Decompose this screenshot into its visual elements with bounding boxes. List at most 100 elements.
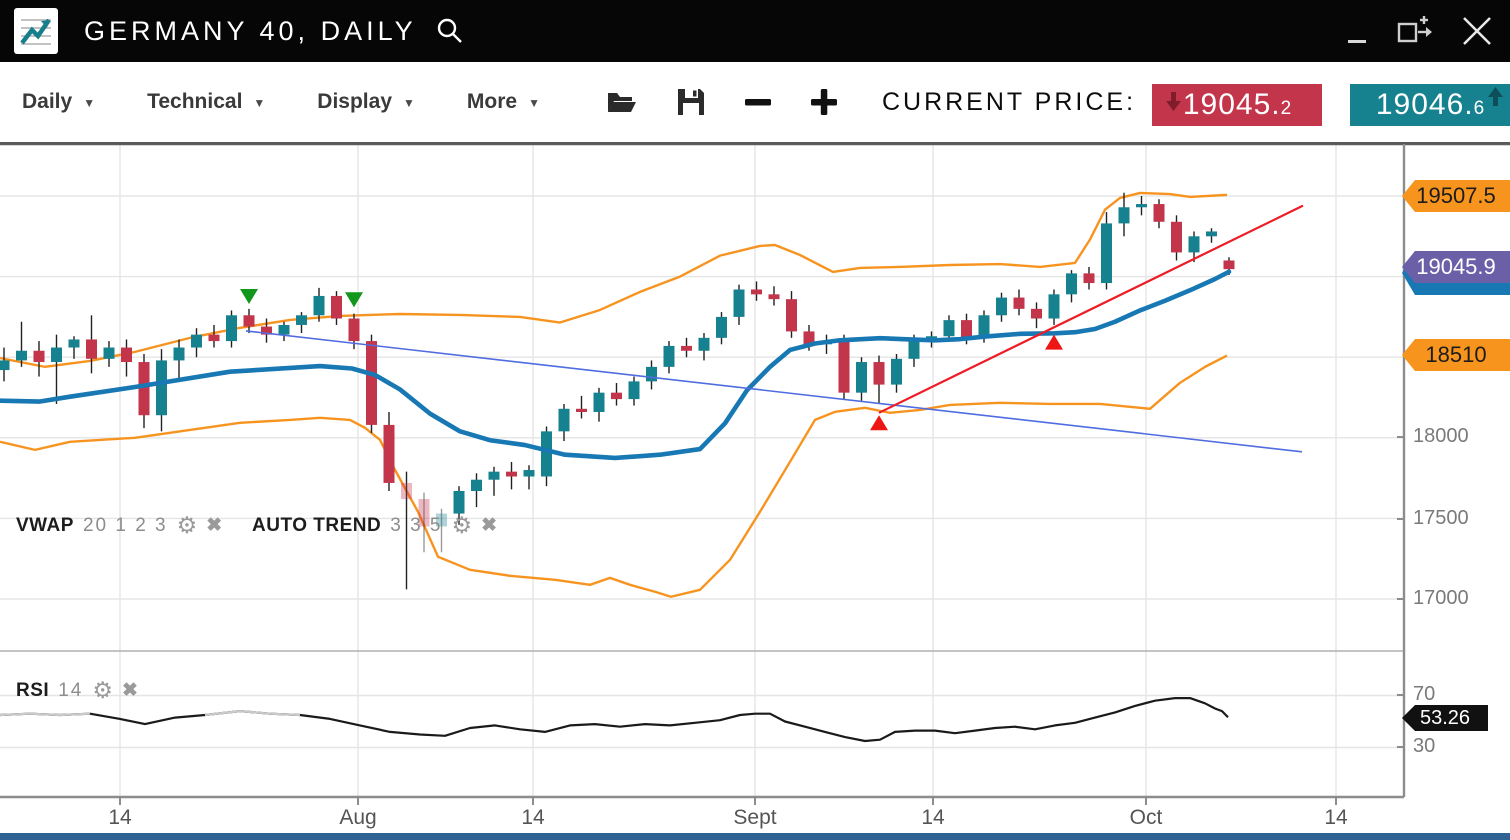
trendline-downtrend [245,330,1303,453]
candle-body [838,341,850,393]
close-icon[interactable]: ✖ [206,515,223,536]
trendline-uptrend [878,204,1304,414]
bollinger-upper-band [0,191,1228,369]
candle-body [1048,294,1060,319]
sell-price-fraction: 2 [1280,98,1292,119]
menu-technical-label: Technical [147,90,243,113]
candle-body [663,345,675,367]
bollinger-lower-band [0,354,1228,598]
menu-more[interactable]: More ▼ [467,90,540,114]
sell-price: 19045. [1182,88,1281,121]
candle-body [103,347,115,359]
gear-icon[interactable]: ⚙ [92,677,113,703]
vwap-params: 20 1 2 3 [82,514,168,536]
candle-body [1031,308,1042,319]
price-axis-label: 17500 [1413,507,1469,529]
candle-body [646,366,657,382]
trend-marker-down [345,292,363,308]
price-axis-label: 17000 [1413,587,1469,609]
gear-icon[interactable]: ⚙ [176,512,198,538]
candle-body [488,471,500,480]
candle-body [873,362,885,385]
candle-body [1136,204,1147,208]
candle-body [1101,223,1112,284]
x-axis-label: 14 [1324,806,1348,829]
candle-body [1013,297,1025,309]
indicator-label-autotrend: AUTO TREND 3 3 5 ⚙ ✖ [252,514,497,537]
candle-body [173,347,185,361]
rsi-axis-label: 70 [1413,683,1436,705]
vwap-name: VWAP [16,514,74,536]
x-axis-label: Oct [1129,806,1163,829]
candle-body [1206,231,1217,237]
menu-daily-label: Daily [22,90,73,113]
gear-icon[interactable]: ⚙ [451,512,473,538]
candle-body [768,294,780,300]
zoom-in-icon[interactable] [810,87,838,117]
menu-technical[interactable]: Technical ▼ [147,90,265,114]
candle-body [576,408,587,413]
menu-display-label: Display [317,90,392,113]
candle-body [891,358,902,385]
window-controls [1346,0,1494,62]
trend-marker-up [1045,334,1063,350]
candle-body [366,341,377,425]
save-icon[interactable] [676,87,706,117]
candle-body [541,431,552,477]
candle-body [943,320,955,337]
candle-body [471,479,482,491]
candle-body [16,350,27,361]
candle-body [1153,204,1165,222]
candle-body [33,350,45,363]
candle-body [261,326,272,335]
rsi-value-tag: 53.26 [1402,705,1488,731]
toolbar: Daily ▼ Technical ▼ Display ▼ More ▼ [0,62,1510,144]
menu-display[interactable]: Display ▼ [317,90,415,114]
vwap-line [0,269,1232,461]
chevron-down-icon: ▼ [83,96,96,110]
candle-body [856,362,867,393]
x-axis-label: 14 [521,806,545,829]
candle-body [296,315,307,325]
current-price-label: CURRENT PRICE: [881,87,1137,116]
candle-body [908,339,920,359]
open-folder-icon[interactable] [604,87,638,117]
candle-body [611,392,622,400]
chevron-down-icon: ▼ [403,96,415,110]
search-icon[interactable] [435,16,465,46]
app-logo-icon [14,8,58,54]
menu-daily[interactable]: Daily ▼ [22,90,95,114]
rsi-line [0,696,1229,743]
candle-body [978,315,990,338]
candle-body [51,347,62,363]
window-title: GERMANY 40, DAILY [84,15,417,46]
popout-icon[interactable] [1396,11,1434,51]
price-axis-label: 18000 [1413,425,1469,447]
rsi-name: RSI [16,679,50,701]
autotrend-name: AUTO TREND [252,514,382,536]
close-icon[interactable] [1460,11,1494,51]
rsi-params: 14 [58,679,84,701]
candle-body [1083,273,1095,284]
zoom-out-icon[interactable] [744,87,772,117]
price-tag-lower-band: 18510 [1402,339,1510,371]
candle-body [1118,207,1130,224]
chevron-down-icon: ▼ [528,96,540,110]
close-icon[interactable]: ✖ [121,680,138,701]
sell-price-badge[interactable]: 19045. 2 [1152,84,1322,126]
price-tag-upper-band: 19507.5 [1402,180,1510,212]
indicator-label-rsi: RSI 14 ⚙ ✖ [16,679,138,702]
minimize-button[interactable] [1346,11,1370,51]
candle-body [383,424,395,483]
candle-body [751,289,762,295]
buy-price-badge[interactable]: 19046. 6 [1350,84,1510,126]
x-axis-label: Sept [733,806,777,829]
candle-body [453,490,465,514]
close-icon[interactable]: ✖ [481,515,498,536]
candle-body [278,324,290,335]
candle-body [191,334,202,348]
x-axis-label: 14 [108,806,132,829]
candle-body [716,316,727,338]
